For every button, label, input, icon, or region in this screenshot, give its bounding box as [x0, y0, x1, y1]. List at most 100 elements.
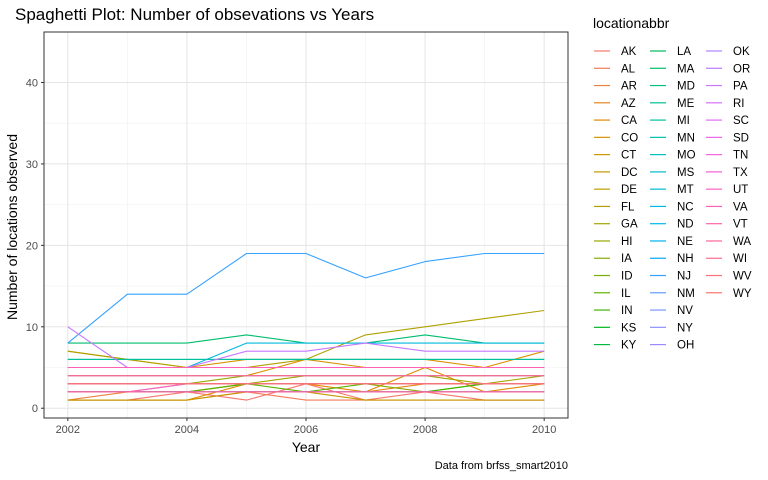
- legend-item-nv: NV: [650, 305, 693, 317]
- legend-item-pa: PA: [706, 81, 748, 93]
- legend-label: DE: [621, 184, 637, 196]
- series-line-nj: [67, 252, 545, 344]
- legend-label: NY: [677, 322, 693, 334]
- legend-label: TX: [733, 167, 748, 179]
- legend: locationabbr AK AL AR AZ CA CO CT DC DE FL GA HI IA I…: [593, 15, 752, 352]
- legend-item-al: AL: [594, 63, 636, 75]
- legend-item-ak: AK: [594, 46, 637, 58]
- legend-label: AZ: [621, 98, 636, 110]
- legend-item-fl: FL: [594, 201, 635, 213]
- legend-label: MA: [677, 63, 695, 75]
- legend-label: ID: [621, 271, 633, 283]
- legend-item-nh: NH: [650, 253, 694, 265]
- legend-item-ky: KY: [594, 340, 637, 352]
- legend-item-nc: NC: [650, 201, 694, 213]
- legend-label: DC: [621, 167, 638, 179]
- legend-label: IA: [621, 253, 632, 265]
- legend-item-sd: SD: [706, 132, 749, 144]
- legend-label: OH: [677, 340, 694, 352]
- legend-item-ut: UT: [706, 184, 748, 196]
- legend-label: CT: [621, 150, 636, 162]
- x-axis-title: Year: [292, 439, 321, 455]
- y-axis-ticks: 0 10 20 30 40: [26, 77, 44, 415]
- y-tick-label: 0: [32, 403, 38, 415]
- legend-item-or: OR: [706, 63, 750, 75]
- legend-item-la: LA: [650, 46, 691, 58]
- legend-item-ct: CT: [594, 150, 636, 162]
- legend-label: MO: [677, 150, 696, 162]
- y-tick-label: 10: [26, 322, 38, 334]
- legend-label: WI: [733, 253, 747, 265]
- legend-item-il: IL: [594, 288, 631, 300]
- legend-item-md: MD: [650, 81, 695, 93]
- legend-item-mi: MI: [650, 115, 690, 127]
- legend-label: KY: [621, 340, 637, 352]
- legend-label: NC: [677, 201, 694, 213]
- legend-item-nj: NJ: [650, 271, 691, 283]
- chart-caption: Data from brfss_smart2010: [435, 460, 568, 472]
- legend-label: GA: [621, 219, 638, 231]
- legend-item-ms: MS: [650, 167, 695, 179]
- legend-item-mo: MO: [650, 150, 696, 162]
- legend-item-nm: NM: [650, 288, 695, 300]
- legend-item-wi: WI: [706, 253, 747, 265]
- legend-item-ri: RI: [706, 98, 745, 110]
- y-axis-title: Number of locations observed: [4, 134, 20, 320]
- legend-item-ne: NE: [650, 236, 693, 248]
- legend-items: AK AL AR AZ CA CO CT DC DE FL GA HI IA ID IL IN KS KY LA MA…: [594, 46, 752, 352]
- legend-label: NE: [677, 236, 693, 248]
- legend-item-tx: TX: [706, 167, 748, 179]
- legend-label: NH: [677, 253, 694, 265]
- legend-label: NJ: [677, 271, 691, 283]
- legend-item-hi: HI: [594, 236, 633, 248]
- legend-label: TN: [733, 150, 748, 162]
- x-tick-label: 2010: [532, 424, 556, 436]
- plot-panel: [43, 31, 569, 419]
- legend-item-va: VA: [706, 201, 748, 213]
- legend-label: AL: [621, 63, 636, 75]
- x-tick-label: 2004: [175, 424, 199, 436]
- legend-label: MI: [677, 115, 690, 127]
- legend-item-ma: MA: [650, 63, 695, 75]
- y-tick-label: 20: [26, 240, 38, 252]
- legend-label: AK: [621, 46, 637, 58]
- legend-item-az: AZ: [594, 98, 636, 110]
- legend-label: IL: [621, 288, 631, 300]
- legend-label: MS: [677, 167, 695, 179]
- series-lines: [67, 252, 545, 401]
- legend-label: RI: [733, 98, 745, 110]
- legend-item-ia: IA: [594, 253, 632, 265]
- legend-label: WA: [733, 236, 751, 248]
- legend-label: SC: [733, 115, 749, 127]
- legend-label: IN: [621, 305, 633, 317]
- legend-label: WY: [733, 288, 752, 300]
- legend-label: UT: [733, 184, 748, 196]
- legend-item-ny: NY: [650, 322, 693, 334]
- legend-item-oh: OH: [650, 340, 694, 352]
- x-tick-label: 2008: [413, 424, 437, 436]
- major-gridlines: [44, 32, 568, 418]
- legend-label: MN: [677, 132, 695, 144]
- legend-label: NM: [677, 288, 695, 300]
- legend-label: MD: [677, 81, 695, 93]
- legend-item-co: CO: [594, 132, 638, 144]
- legend-label: OK: [733, 46, 750, 58]
- legend-item-mn: MN: [650, 132, 695, 144]
- legend-label: HI: [621, 236, 633, 248]
- legend-item-ks: KS: [594, 322, 637, 334]
- legend-label: PA: [733, 81, 748, 93]
- x-axis-ticks: 2002 2004 2006 2008 2010: [56, 418, 556, 436]
- legend-item-ca: CA: [594, 115, 637, 127]
- legend-item-vt: VT: [706, 219, 748, 231]
- legend-label: ME: [677, 98, 695, 110]
- x-tick-label: 2002: [56, 424, 80, 436]
- legend-item-wa: WA: [706, 236, 751, 248]
- legend-label: CO: [621, 132, 638, 144]
- legend-item-id: ID: [594, 271, 633, 283]
- legend-item-dc: DC: [594, 167, 638, 179]
- legend-item-in: IN: [594, 305, 633, 317]
- legend-label: VT: [733, 219, 748, 231]
- legend-item-me: ME: [650, 98, 695, 110]
- y-tick-label: 30: [26, 159, 38, 171]
